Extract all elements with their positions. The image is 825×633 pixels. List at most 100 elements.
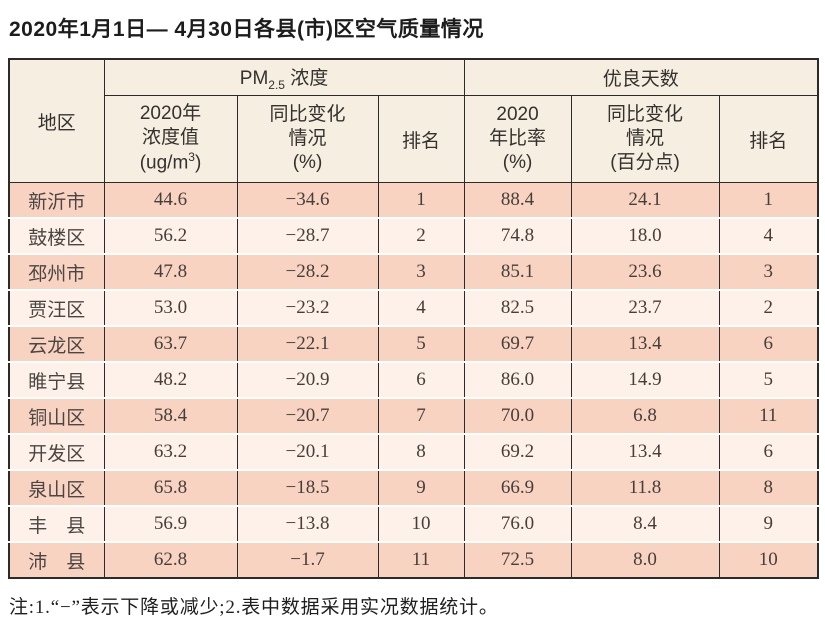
good-rank-cell: 4 bbox=[718, 218, 819, 255]
pm25-value-header-line1: 2020年 bbox=[139, 102, 202, 124]
pm25-rank-cell: 7 bbox=[377, 398, 465, 435]
good-change-cell: 8.4 bbox=[570, 506, 720, 543]
pm25-rank-cell: 3 bbox=[377, 254, 465, 291]
good-ratio-cell: 69.7 bbox=[463, 326, 572, 363]
pm25-rank-cell: 2 bbox=[377, 218, 465, 255]
good-change-cell: 14.9 bbox=[570, 362, 720, 399]
region-column-header: 地区 bbox=[8, 59, 104, 183]
pm25-rank-cell: 8 bbox=[377, 434, 465, 471]
region-cell: 泉山区 bbox=[8, 470, 104, 507]
good-rank-header: 排名 bbox=[718, 95, 819, 183]
pm25-label-pre: PM bbox=[239, 68, 269, 90]
good-change-cell: 6.8 bbox=[570, 398, 720, 435]
table-row: 鼓楼区 56.2 −28.7 2 74.8 18.0 4 bbox=[8, 218, 819, 255]
good-change-cell: 24.1 bbox=[570, 182, 720, 219]
good-change-header-line1: 同比变化 bbox=[607, 103, 684, 125]
pm25-change-header-line3: (%) bbox=[292, 152, 323, 174]
table-row: 睢宁县 48.2 −20.9 6 86.0 14.9 5 bbox=[8, 362, 819, 399]
table-row: 铜山区 58.4 −20.7 7 70.0 6.8 11 bbox=[8, 398, 819, 435]
good-ratio-cell: 86.0 bbox=[463, 362, 572, 399]
good-ratio-cell: 66.9 bbox=[463, 470, 572, 507]
table-body: 新沂市 44.6 −34.6 1 88.4 24.1 1 鼓楼区 56.2 −28.7 2 74.8 1… bbox=[8, 182, 819, 578]
good-rank-cell: 1 bbox=[718, 182, 819, 219]
air-quality-table: 地区 PM2.5 浓度 优良天数 2020年 浓度值 (ug/m3) 同比变化 … bbox=[8, 58, 820, 579]
good-rank-cell: 9 bbox=[718, 506, 819, 543]
good-days-group-header: 优良天数 bbox=[463, 59, 819, 96]
pm25-change-cell: −13.8 bbox=[236, 506, 378, 543]
good-ratio-cell: 76.0 bbox=[463, 506, 572, 543]
pm25-rank-cell: 6 bbox=[377, 362, 465, 399]
pm25-value-cell: 53.0 bbox=[103, 290, 237, 327]
region-cell: 邳州市 bbox=[8, 254, 104, 291]
good-change-cell: 18.0 bbox=[570, 218, 720, 255]
pm25-value-cell: 47.8 bbox=[103, 254, 237, 291]
good-rank-cell: 10 bbox=[718, 542, 819, 578]
pm25-value-cell: 65.8 bbox=[103, 470, 237, 507]
good-rank-cell: 5 bbox=[718, 362, 819, 399]
good-ratio-cell: 88.4 bbox=[463, 182, 572, 219]
pm25-value-cell: 48.2 bbox=[103, 362, 237, 399]
pm25-value-cell: 62.8 bbox=[103, 542, 237, 578]
page-title: 2020年1月1日— 4月30日各县(市)区空气质量情况 bbox=[9, 18, 484, 41]
pm25-change-cell: −28.7 bbox=[236, 218, 378, 255]
region-cell: 鼓楼区 bbox=[8, 218, 104, 255]
region-cell: 沛 县 bbox=[8, 542, 104, 578]
pm25-label-subscript: 2.5 bbox=[268, 77, 285, 92]
good-ratio-cell: 85.1 bbox=[463, 254, 572, 291]
good-change-cell: 8.0 bbox=[570, 542, 720, 578]
pm25-label-post: 浓度 bbox=[284, 68, 329, 90]
region-cell: 睢宁县 bbox=[8, 362, 104, 399]
pm25-change-header-line1: 同比变化 bbox=[269, 103, 346, 125]
table-row: 云龙区 63.7 −22.1 5 69.7 13.4 6 bbox=[8, 326, 819, 363]
region-cell: 丰 县 bbox=[8, 506, 104, 543]
pm25-rank-cell: 11 bbox=[377, 542, 465, 578]
good-change-cell: 13.4 bbox=[570, 434, 720, 471]
pm25-value-cell: 56.2 bbox=[103, 218, 237, 255]
good-rank-cell: 3 bbox=[718, 254, 819, 291]
good-change-cell: 23.7 bbox=[570, 290, 720, 327]
pm25-change-cell: −20.9 bbox=[236, 362, 378, 399]
good-ratio-header-line2: 年比率 bbox=[489, 127, 547, 149]
pm25-value-cell: 63.7 bbox=[103, 326, 237, 363]
good-change-cell: 13.4 bbox=[570, 326, 720, 363]
pm25-change-header-line2: 情况 bbox=[288, 127, 327, 149]
table-row: 丰 县 56.9 −13.8 10 76.0 8.4 9 bbox=[8, 506, 819, 543]
good-rank-cell: 6 bbox=[718, 326, 819, 363]
subheader-row: 2020年 浓度值 (ug/m3) 同比变化 情况 (%) 排名 2020 年比… bbox=[9, 95, 819, 183]
table-row: 邳州市 47.8 −28.2 3 85.1 23.6 3 bbox=[8, 254, 819, 291]
region-cell: 贾汪区 bbox=[8, 290, 104, 327]
pm25-change-cell: −1.7 bbox=[236, 542, 378, 578]
unit-post: ) bbox=[194, 152, 202, 174]
pm25-value-cell: 63.2 bbox=[103, 434, 237, 471]
table-row: 沛 县 62.8 −1.7 11 72.5 8.0 10 bbox=[8, 542, 819, 578]
pm25-value-cell: 44.6 bbox=[103, 182, 237, 219]
good-change-cell: 11.8 bbox=[570, 470, 720, 507]
pm25-group-header: PM2.5 浓度 bbox=[103, 59, 465, 96]
good-ratio-cell: 72.5 bbox=[463, 542, 572, 578]
good-change-cell: 23.6 bbox=[570, 254, 720, 291]
pm25-value-header-line2: 浓度值 bbox=[141, 127, 199, 149]
region-cell: 开发区 bbox=[8, 434, 104, 471]
footnote: 注:1.“−”表示下降或减少;2.表中数据采用实况数据统计。 bbox=[9, 597, 499, 618]
region-cell: 铜山区 bbox=[8, 398, 104, 435]
table-row: 开发区 63.2 −20.1 8 69.2 13.4 6 bbox=[8, 434, 819, 471]
pm25-rank-cell: 9 bbox=[377, 470, 465, 507]
group-header-row: 地区 PM2.5 浓度 优良天数 bbox=[8, 59, 819, 183]
good-ratio-cell: 70.0 bbox=[463, 398, 572, 435]
table-row: 贾汪区 53.0 −23.2 4 82.5 23.7 2 bbox=[8, 290, 819, 327]
good-change-header-line3: (百分点) bbox=[610, 152, 680, 174]
pm25-change-cell: −28.2 bbox=[236, 254, 378, 291]
pm25-value-cell: 56.9 bbox=[103, 506, 237, 543]
pm25-change-cell: −20.1 bbox=[236, 434, 378, 471]
region-cell: 新沂市 bbox=[8, 182, 104, 219]
pm25-change-cell: −20.7 bbox=[236, 398, 378, 435]
table-row: 新沂市 44.6 −34.6 1 88.4 24.1 1 bbox=[8, 182, 819, 219]
good-change-header: 同比变化 情况 (百分点) bbox=[570, 95, 720, 183]
pm25-rank-cell: 10 bbox=[377, 506, 465, 543]
good-change-header-line2: 情况 bbox=[626, 127, 665, 149]
region-cell: 云龙区 bbox=[8, 326, 104, 363]
good-ratio-header-line3: (%) bbox=[502, 152, 533, 174]
good-rank-cell: 8 bbox=[718, 470, 819, 507]
pm25-value-header-unit: (ug/m3) bbox=[105, 150, 237, 176]
good-ratio-header: 2020 年比率 (%) bbox=[463, 95, 572, 183]
